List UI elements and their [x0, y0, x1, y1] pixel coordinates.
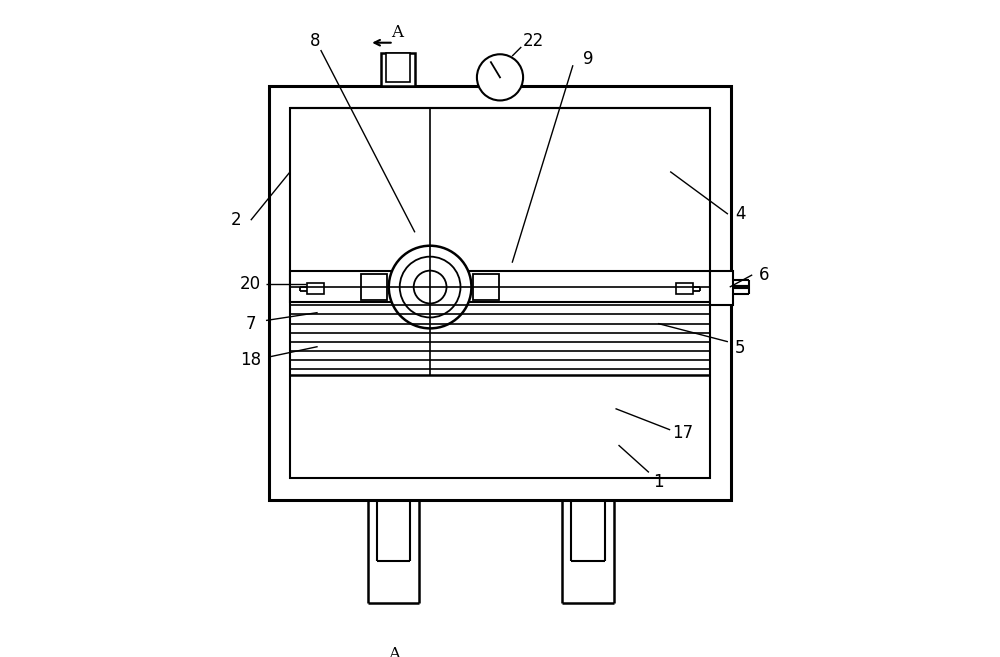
Text: 22: 22 [523, 32, 544, 50]
Bar [386, 53, 410, 81]
Text: 18: 18 [240, 351, 261, 369]
Bar [710, 271, 733, 306]
Text: A: A [391, 24, 403, 41]
Bar [290, 271, 710, 302]
Circle shape [389, 246, 471, 328]
Circle shape [400, 257, 460, 317]
Text: 9: 9 [583, 50, 593, 68]
Text: 2: 2 [230, 211, 241, 229]
Bar [676, 283, 693, 294]
Text: 6: 6 [759, 266, 770, 284]
Text: 1: 1 [653, 472, 663, 491]
Bar [269, 87, 731, 500]
Text: 20: 20 [240, 275, 261, 293]
Text: 7: 7 [246, 315, 256, 332]
Bar [290, 108, 710, 478]
Text: 4: 4 [735, 205, 745, 223]
Circle shape [477, 55, 523, 101]
Text: 17: 17 [672, 424, 693, 442]
Text: 8: 8 [309, 32, 320, 50]
Text: A: A [388, 646, 400, 657]
Bar [361, 274, 387, 300]
Circle shape [414, 271, 447, 304]
Bar [307, 283, 324, 294]
Bar [473, 274, 499, 300]
Bar [381, 53, 415, 87]
Text: 5: 5 [735, 339, 745, 357]
